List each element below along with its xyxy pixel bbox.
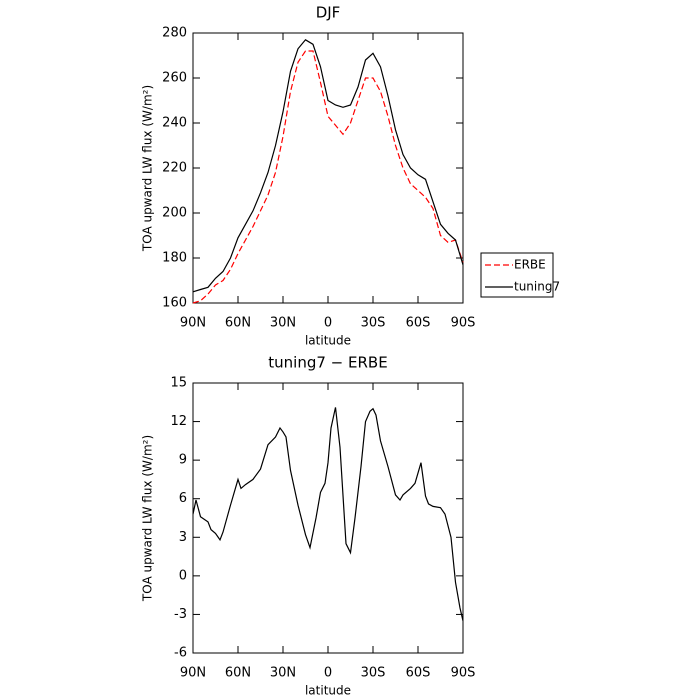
y-tick-label: 9 [179,453,187,468]
y-tick-label: 160 [162,296,187,311]
series-line [192,407,464,622]
y-tick-label: -3 [174,607,187,622]
chart-title: DJF [316,4,341,22]
x-axis-label: latitude [305,334,351,348]
x-tick-label: 30S [361,316,386,331]
y-tick-label: 180 [162,251,187,266]
y-tick-label: 280 [162,26,187,41]
y-tick-label: 12 [170,414,187,429]
x-tick-label: 90N [180,316,206,331]
chart-title: tuning7 − ERBE [268,354,387,372]
y-tick-label: 3 [179,530,187,545]
y-tick-label: 200 [162,206,187,221]
x-tick-label: 30N [270,316,296,331]
legend-label: ERBE [514,258,546,272]
y-tick-label: 0 [179,568,187,583]
x-tick-label: 90S [451,316,476,331]
series-line [192,39,464,293]
y-tick-label: 240 [162,116,187,131]
legend-label: tuning7 [514,280,560,294]
y-tick-label: -6 [174,646,187,661]
x-axis-label: latitude [305,684,351,698]
x-tick-label: 0 [324,316,332,331]
y-tick-label: 260 [162,71,187,86]
x-tick-label: 90N [180,666,206,681]
y-tick-label: 220 [162,161,187,176]
x-tick-label: 60S [406,666,431,681]
legend-box [480,252,554,298]
x-tick-label: 60N [225,316,251,331]
x-tick-label: 90S [451,666,476,681]
x-tick-label: 30N [270,666,296,681]
x-tick-label: 60S [406,316,431,331]
x-tick-label: 0 [324,666,332,681]
x-tick-label: 60N [225,666,251,681]
y-axis-label: TOA upward LW flux (W/m²) [141,85,155,252]
y-axis-label: TOA upward LW flux (W/m²) [141,435,155,602]
x-tick-label: 30S [361,666,386,681]
plot-frame [192,382,464,654]
y-tick-label: 15 [170,376,187,391]
y-tick-label: 6 [179,491,187,506]
